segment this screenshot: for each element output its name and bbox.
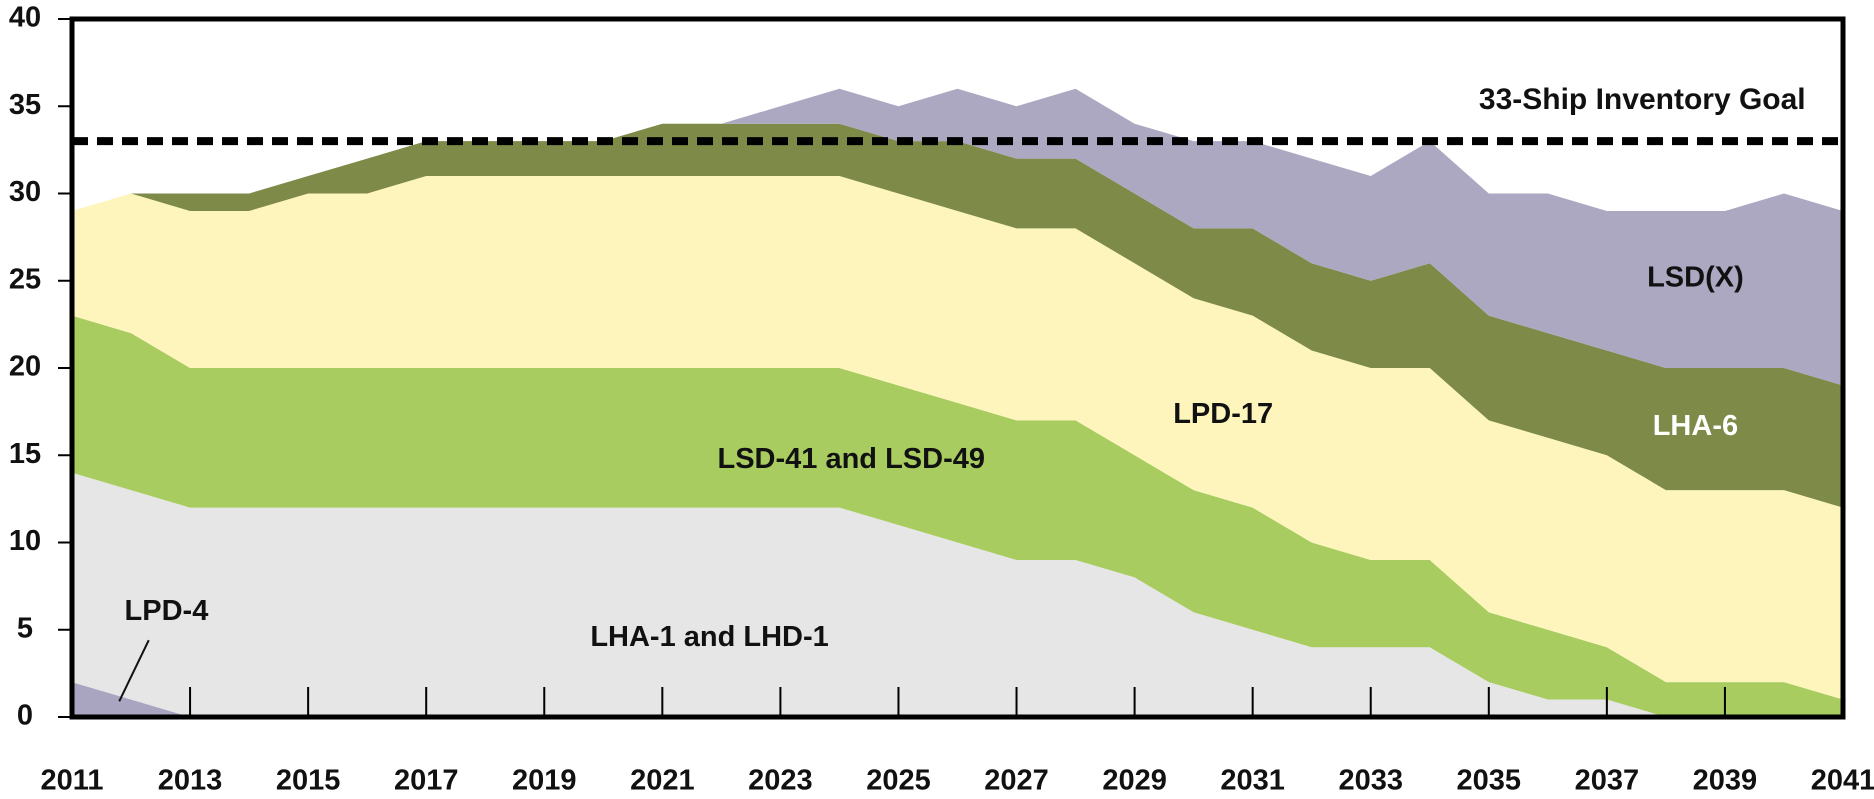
y-tick-label: 10 xyxy=(9,525,41,557)
y-tick-label: 40 xyxy=(9,2,41,34)
leader-line xyxy=(118,639,150,702)
area xyxy=(72,472,1843,717)
goal-label: 33-Ship Inventory Goal xyxy=(1479,83,1806,116)
x-tick-label: 2035 xyxy=(1457,765,1522,797)
x-tick-label: 2041 xyxy=(1811,765,1874,797)
x-tick-label: 2031 xyxy=(1220,765,1285,797)
series-label: LPD-4 xyxy=(125,595,209,627)
x-tick-label: 2039 xyxy=(1693,765,1758,797)
x-tick-label: 2021 xyxy=(630,765,695,797)
plot-frame xyxy=(69,16,1846,720)
x-tick-label: 2037 xyxy=(1575,765,1640,797)
y-tick-label: 15 xyxy=(9,438,41,470)
x-tick-label: 2025 xyxy=(866,765,931,797)
y-tick-label: 35 xyxy=(9,89,41,121)
y-tick-label: 20 xyxy=(9,351,41,383)
series-label: LSD(X) xyxy=(1647,262,1744,294)
x-tick-label: 2015 xyxy=(276,765,341,797)
series-label: LPD-17 xyxy=(1173,398,1273,430)
y-tick-label: 25 xyxy=(9,263,41,295)
x-tick-label: 2033 xyxy=(1338,765,1403,797)
x-tick-label: 2019 xyxy=(512,765,577,797)
x-tick-label: 2017 xyxy=(394,765,459,797)
x-tick-label: 2011 xyxy=(41,765,104,797)
series-label: LHA-1 and LHD-1 xyxy=(590,621,828,653)
area xyxy=(72,176,1843,700)
x-tick-label: 2023 xyxy=(748,765,813,797)
y-tick-label: 0 xyxy=(17,700,33,732)
series-label: LHA-6 xyxy=(1653,410,1738,442)
x-tick-label: 2027 xyxy=(984,765,1049,797)
x-tick-label: 2029 xyxy=(1102,765,1167,797)
area xyxy=(72,123,1843,508)
y-tick-label: 30 xyxy=(9,176,41,208)
area xyxy=(72,88,1843,386)
area xyxy=(72,315,1843,717)
x-tick-label: 2013 xyxy=(158,765,223,797)
y-tick-label: 5 xyxy=(17,612,33,644)
series-label: LSD-41 and LSD-49 xyxy=(717,443,985,475)
